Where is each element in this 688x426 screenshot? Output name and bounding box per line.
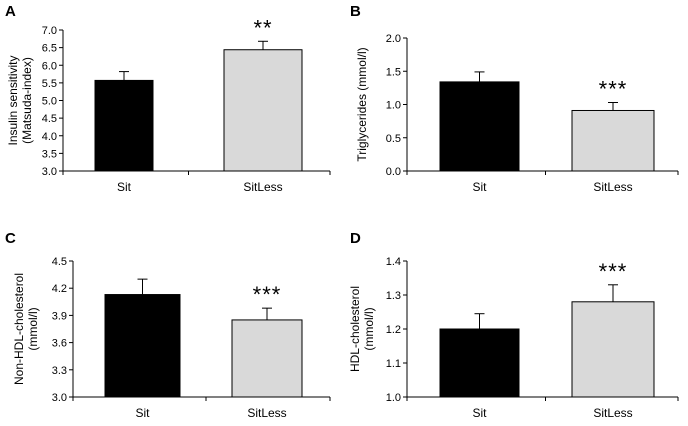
y-tick-label: 0.0 [386,166,401,178]
bar-sit [439,81,520,172]
bar-sitless [571,301,655,398]
y-tick-label: 1.3 [386,290,401,302]
bar-sit [439,328,520,398]
y-tick-label: 4.2 [52,283,67,295]
panel-label: C [5,230,16,247]
panel-label: D [350,230,361,247]
category-label: SitLess [593,180,632,194]
y-tick-label: 5.5 [42,78,57,90]
y-tick-label: 3.0 [42,166,57,178]
y-tick-label: 1.0 [386,100,401,112]
y-tick-label: 3.3 [52,365,67,377]
significance-marker: *** [253,282,282,307]
category-label: SitLess [247,406,286,420]
y-tick-label: 6.5 [42,43,57,55]
y-axis-title: (mmol/l) [362,307,376,350]
category-label: SitLess [593,406,632,420]
y-tick-label: 2.0 [386,33,401,45]
y-axis-title: HDL-cholesterol [348,286,362,372]
y-tick-label: 3.0 [52,392,67,404]
significance-marker: ** [253,15,272,40]
y-tick-label: 1.2 [386,324,401,336]
y-tick-label: 6.0 [42,60,57,72]
y-tick-label: 3.6 [52,338,67,350]
y-axis-title: Non-HDL-cholesterol [12,273,26,385]
significance-marker: *** [599,77,628,102]
y-tick-label: 1.4 [386,256,401,268]
bar-sitless [223,49,303,172]
y-tick-label: 4.0 [42,131,57,143]
category-label: Sit [472,180,487,194]
category-label: Sit [472,406,487,420]
y-axis-title: Insulin sensitivity [6,55,20,145]
y-tick-label: 1.5 [386,66,401,78]
significance-marker: *** [599,259,628,284]
y-axis-title: (Matsuda-index) [20,57,34,144]
bar-sit [104,294,181,398]
y-tick-label: 5.0 [42,96,57,108]
bar-sit [94,79,154,172]
y-tick-label: 4.5 [52,256,67,268]
bar-sitless [231,319,303,398]
panel-label: B [350,3,361,20]
y-tick-label: 1.0 [386,392,401,404]
y-tick-label: 1.1 [386,358,401,370]
panel-label: A [5,3,16,20]
bar-sitless [571,109,655,172]
category-label: SitLess [243,180,282,194]
category-label: Sit [117,180,132,194]
category-label: Sit [135,406,150,420]
y-tick-label: 0.5 [386,133,401,145]
y-tick-label: 4.5 [42,113,57,125]
y-axis-title: (mmol/l) [26,307,40,350]
y-tick-label: 3.5 [42,148,57,160]
y-tick-label: 7.0 [42,25,57,37]
y-axis-title: Triglycerides (mmol/l) [355,47,369,161]
y-tick-label: 3.9 [52,310,67,322]
